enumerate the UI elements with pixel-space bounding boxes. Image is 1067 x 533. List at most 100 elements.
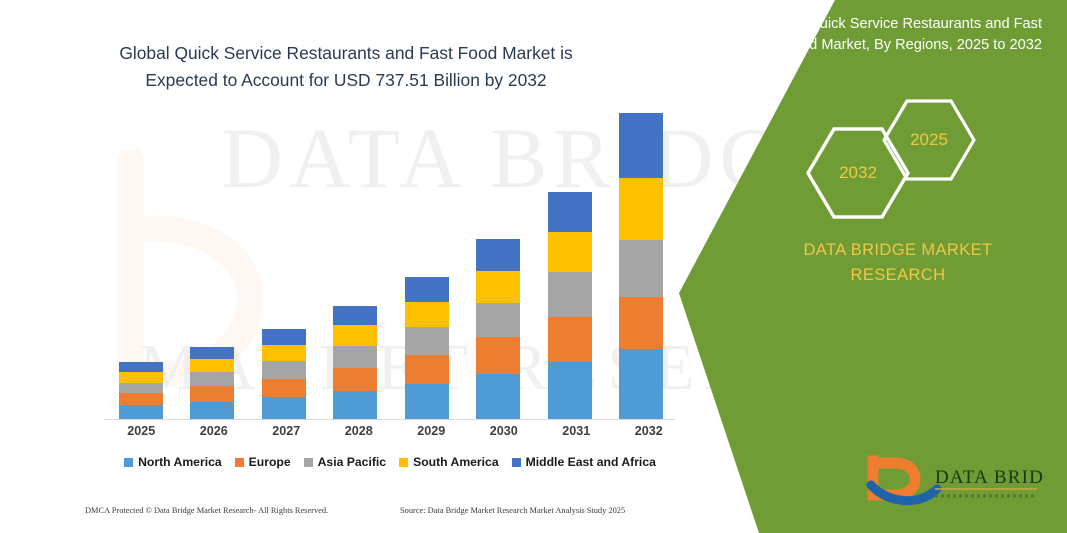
bar-segment[interactable] xyxy=(619,297,664,350)
hexagon-2025: 2025 xyxy=(881,98,977,182)
bar-segment[interactable] xyxy=(404,276,449,302)
bar-segment[interactable] xyxy=(190,372,235,387)
bar-segment[interactable] xyxy=(118,362,163,373)
legend-label: North America xyxy=(138,455,222,469)
data-bridge-logo-icon: DATA BRIDGE xyxy=(866,455,1045,506)
bar-segment[interactable] xyxy=(547,316,592,363)
bar-segment[interactable] xyxy=(118,393,163,406)
bar-column xyxy=(606,110,678,419)
bar-segment[interactable] xyxy=(476,302,521,338)
stacked-bar[interactable] xyxy=(333,305,378,419)
bar-segment[interactable] xyxy=(333,305,378,326)
legend-item[interactable]: Europe xyxy=(234,455,291,469)
brand-panel-content: Global Quick Service Restaurants and Fas… xyxy=(667,0,1067,533)
stacked-bar[interactable] xyxy=(404,276,449,419)
stacked-bar[interactable] xyxy=(547,191,592,419)
bar-segment[interactable] xyxy=(333,345,378,368)
bar-segment[interactable] xyxy=(118,382,163,394)
bar-column xyxy=(534,110,606,419)
brand-name: DATA BRIDGE MARKET RESEARCH xyxy=(803,241,993,284)
bar-column xyxy=(320,110,392,419)
bar-segment[interactable] xyxy=(619,177,664,240)
legend-label: South America xyxy=(413,455,499,469)
bar-segment[interactable] xyxy=(619,239,664,298)
bar-segment[interactable] xyxy=(261,344,306,361)
x-axis-tick-labels: 2025 2026 2027 2028 2029 2030 2031 2032 xyxy=(105,424,685,438)
bar-segment[interactable] xyxy=(547,191,592,232)
bar-segment[interactable] xyxy=(619,349,664,419)
bar-series-container xyxy=(105,110,677,419)
footer-copyright: DMCA Protected © Data Bridge Market Rese… xyxy=(85,506,329,515)
stacked-bar[interactable] xyxy=(118,362,163,419)
stacked-bar[interactable] xyxy=(476,239,521,419)
bar-column xyxy=(177,110,249,419)
x-tick-label: 2030 xyxy=(489,424,518,438)
hexagon-2032: 2032 xyxy=(805,126,911,220)
stacked-bar[interactable] xyxy=(619,113,664,419)
hexagon-icon xyxy=(882,99,976,181)
x-tick-label: 2031 xyxy=(562,424,591,438)
bar-segment[interactable] xyxy=(547,362,592,419)
x-tick-label: 2029 xyxy=(417,424,446,438)
footer-source: Source: Data Bridge Market Research Mark… xyxy=(400,506,626,515)
bar-segment[interactable] xyxy=(190,346,235,360)
bar-column xyxy=(391,110,463,419)
legend-swatch xyxy=(303,457,313,467)
svg-text:DATA BRIDGE: DATA BRIDGE xyxy=(935,467,1045,488)
bar-segment[interactable] xyxy=(333,391,378,419)
bar-segment[interactable] xyxy=(476,374,521,419)
bar-segment[interactable] xyxy=(333,325,378,346)
x-tick-label: 2028 xyxy=(344,424,373,438)
bar-segment[interactable] xyxy=(476,239,521,272)
bar-segment[interactable] xyxy=(476,337,521,375)
bar-segment[interactable] xyxy=(476,271,521,303)
x-tick-label: 2027 xyxy=(272,424,301,438)
bar-segment[interactable] xyxy=(118,405,163,419)
bar-segment[interactable] xyxy=(190,359,235,373)
legend-swatch xyxy=(124,457,134,467)
legend-label: Middle East and Africa xyxy=(525,455,656,469)
bar-segment[interactable] xyxy=(404,354,449,385)
legend-swatch xyxy=(234,457,244,467)
bar-segment[interactable] xyxy=(404,384,449,419)
legend-swatch xyxy=(399,457,409,467)
legend-label: Europe xyxy=(248,455,291,469)
bar-segment[interactable] xyxy=(118,372,163,383)
bar-column xyxy=(463,110,535,419)
stacked-bar[interactable] xyxy=(190,346,235,419)
bar-column xyxy=(248,110,320,419)
chart-title: Global Quick Service Restaurants and Fas… xyxy=(762,16,1042,53)
bar-segment[interactable] xyxy=(333,367,378,392)
bar-segment[interactable] xyxy=(261,397,306,419)
bar-segment[interactable] xyxy=(261,328,306,345)
legend-swatch xyxy=(511,457,521,467)
legend-label: Asia Pacific xyxy=(317,455,387,469)
bar-segment[interactable] xyxy=(261,360,306,379)
x-tick-label: 2026 xyxy=(199,424,228,438)
hexagon-icon xyxy=(806,127,910,219)
x-axis-line xyxy=(105,419,675,420)
x-tick-label: 2025 xyxy=(127,424,156,438)
bar-segment[interactable] xyxy=(619,113,664,178)
legend-item[interactable]: Asia Pacific xyxy=(303,455,387,469)
bar-segment[interactable] xyxy=(404,301,449,327)
page-title: Global Quick Service Restaurants and Fas… xyxy=(119,43,573,90)
legend-item[interactable]: North America xyxy=(124,455,222,469)
bar-segment[interactable] xyxy=(190,386,235,402)
stacked-bar[interactable] xyxy=(261,328,306,419)
bar-segment[interactable] xyxy=(547,272,592,317)
hexagon-2032-label: 2032 xyxy=(839,163,877,182)
bar-column xyxy=(105,110,177,419)
bar-segment[interactable] xyxy=(261,378,306,398)
x-tick-label: 2032 xyxy=(634,424,663,438)
bar-segment[interactable] xyxy=(547,231,592,273)
bar-segment[interactable] xyxy=(190,401,235,419)
hexagon-2025-label: 2025 xyxy=(910,130,948,149)
legend-item[interactable]: Middle East and Africa xyxy=(511,455,656,469)
stacked-bar-chart xyxy=(85,110,685,420)
hexagon-group: 2025 2032 xyxy=(785,98,995,220)
footer: DMCA Protected © Data Bridge Market Rese… xyxy=(0,506,700,526)
legend-item[interactable]: South America xyxy=(399,455,499,469)
bar-segment[interactable] xyxy=(404,326,449,355)
